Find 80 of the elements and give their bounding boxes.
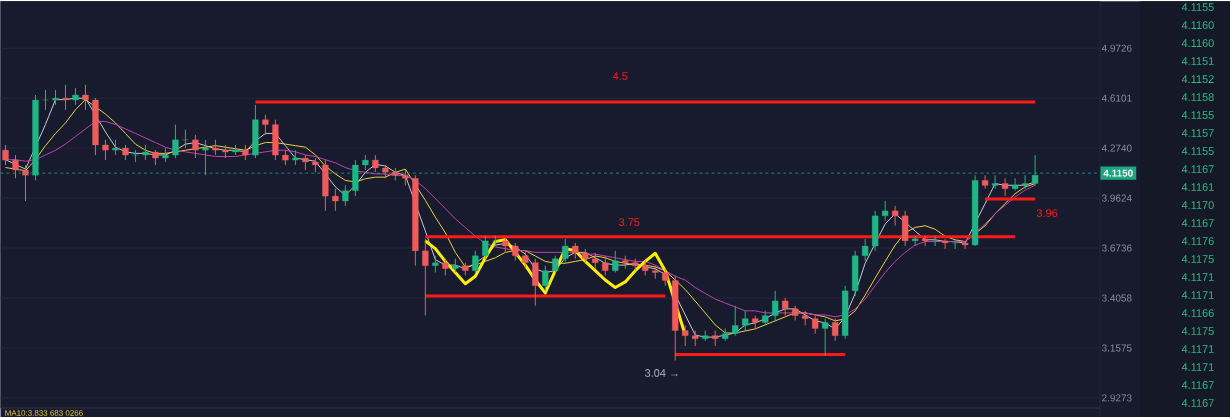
candlestick bbox=[42, 89, 49, 111]
candlestick bbox=[422, 238, 429, 316]
candlestick bbox=[192, 134, 199, 159]
text: 4.1176 bbox=[1181, 236, 1214, 245]
y-tick-label: 3.6736 bbox=[1101, 244, 1132, 252]
text: 4.1175 bbox=[1181, 254, 1214, 263]
annotation: 4.5 bbox=[612, 72, 628, 80]
text: 4.1171 bbox=[1181, 363, 1214, 371]
candlestick bbox=[542, 264, 549, 292]
candlestick bbox=[732, 305, 739, 336]
candlestick bbox=[612, 250, 619, 273]
candlestick bbox=[931, 235, 939, 247]
candlestick bbox=[812, 314, 819, 334]
candlestick bbox=[12, 154, 19, 179]
candlestick bbox=[1021, 174, 1029, 189]
candlestick bbox=[832, 317, 839, 342]
candlestick bbox=[891, 205, 899, 226]
candlestick bbox=[941, 238, 949, 250]
candlestick bbox=[532, 257, 539, 307]
candlestick bbox=[991, 174, 999, 189]
y-tick-label: 2.9273 bbox=[1102, 394, 1132, 402]
y-tick-label: 4.9726 bbox=[1101, 44, 1132, 52]
text: 4.1155 bbox=[1181, 147, 1214, 155]
y-tick-label: 4.6101 bbox=[1101, 94, 1132, 102]
text: 4.1175 bbox=[1181, 326, 1214, 335]
candlestick bbox=[562, 238, 569, 263]
candlestick bbox=[951, 238, 959, 250]
candlestick bbox=[1011, 177, 1019, 191]
candlestick bbox=[911, 235, 919, 247]
candlestick bbox=[482, 235, 489, 259]
text: 4.1160 bbox=[1181, 39, 1214, 47]
candlestick bbox=[682, 324, 689, 347]
candlestick bbox=[62, 84, 69, 111]
candlestick bbox=[2, 144, 9, 166]
text: 4.1158 bbox=[1181, 93, 1214, 101]
candlestick bbox=[82, 84, 89, 111]
y-tick-label: 3.1575 bbox=[1101, 344, 1132, 352]
text: 4.1151 bbox=[1181, 57, 1214, 65]
y-tick-label: 4.2740 bbox=[1101, 144, 1132, 152]
text: 4.1166 bbox=[1181, 308, 1214, 317]
candlestick bbox=[822, 317, 829, 356]
candlestick bbox=[172, 123, 179, 159]
candlestick bbox=[921, 235, 929, 247]
y-tick-label: 3.9624 bbox=[1101, 194, 1132, 202]
candlestick bbox=[342, 184, 349, 207]
candlestick bbox=[862, 238, 869, 261]
candlestick bbox=[742, 309, 749, 331]
text: 4.1161 bbox=[1181, 182, 1214, 191]
candlestick bbox=[22, 164, 29, 202]
candlestick bbox=[332, 187, 339, 212]
text: 4.1167 bbox=[1181, 218, 1214, 227]
text: 4.1167 bbox=[1181, 164, 1214, 173]
text: 4.1155 bbox=[1181, 111, 1214, 119]
text: 4.1170 bbox=[1181, 200, 1214, 209]
text: 4.1155 bbox=[1181, 3, 1214, 11]
annotation: 3.96 bbox=[1036, 208, 1058, 217]
text: 4.1171 bbox=[1181, 273, 1214, 281]
y-tick-label: 3.4058 bbox=[1101, 294, 1132, 302]
candlestick bbox=[262, 113, 269, 136]
candlestick bbox=[1031, 154, 1039, 186]
text: 4.1167 bbox=[1181, 398, 1214, 407]
text: 4.1171 bbox=[1181, 345, 1214, 353]
candlestick bbox=[961, 240, 969, 250]
text: 4.1171 bbox=[1181, 291, 1214, 299]
candlestick bbox=[202, 139, 209, 176]
ref-line-label: 4.1150 bbox=[1103, 169, 1133, 177]
annotation: 3.04 → bbox=[645, 368, 678, 377]
candlestick bbox=[182, 128, 189, 149]
candlestick bbox=[602, 255, 609, 276]
annotation: 3.75 bbox=[619, 217, 640, 226]
text: 4.1152 bbox=[1181, 75, 1214, 83]
candlestick bbox=[1001, 177, 1009, 197]
text: 4.1160 bbox=[1181, 21, 1214, 29]
text: 4.1167 bbox=[1181, 380, 1214, 389]
candlestick bbox=[882, 200, 889, 221]
candlestick bbox=[472, 250, 479, 273]
candlestick bbox=[772, 290, 779, 321]
candlestick bbox=[981, 174, 989, 189]
candlestick bbox=[102, 139, 109, 161]
text: 4.1157 bbox=[1181, 129, 1214, 137]
